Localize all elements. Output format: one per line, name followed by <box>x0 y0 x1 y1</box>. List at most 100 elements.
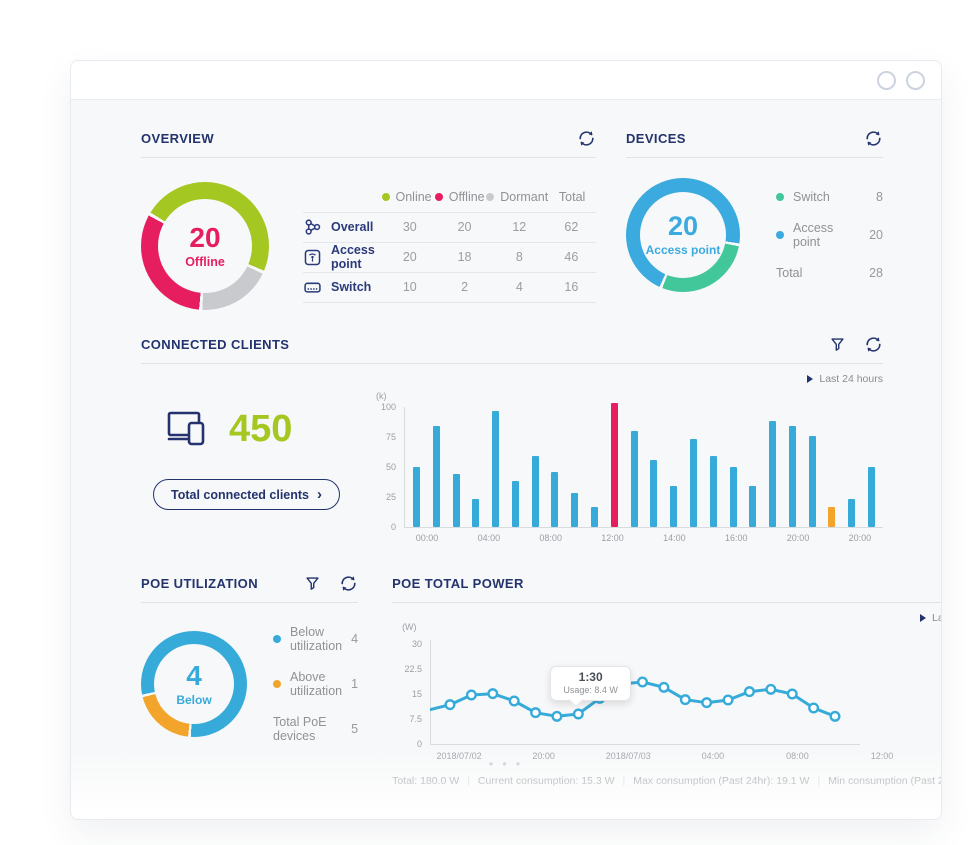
column-header-total: Total <box>548 190 596 204</box>
line-chart-unit: (W) <box>402 622 417 632</box>
window-control-icon[interactable] <box>877 70 896 90</box>
table-value-cell: 20 <box>457 220 472 234</box>
data-point-marker[interactable] <box>786 688 798 700</box>
window-control-icon[interactable] <box>906 70 925 90</box>
period-selector[interactable]: Last 24 hours <box>392 612 941 624</box>
data-point-marker[interactable] <box>829 710 841 722</box>
legend-item: Above utilization 1 <box>273 670 358 698</box>
refresh-icon[interactable] <box>338 573 358 593</box>
connected-clients-summary: 450 Total connected clients › <box>141 391 366 543</box>
legend-item: Below utilization 4 <box>273 625 358 653</box>
client-devices-icon <box>165 409 213 449</box>
x-axis-tick: 00:00 <box>415 533 439 543</box>
switch-icon <box>303 278 322 297</box>
data-point-marker[interactable] <box>465 689 477 701</box>
refresh-icon[interactable] <box>576 128 596 148</box>
bar <box>670 486 678 527</box>
bar <box>551 471 559 527</box>
column-header-label: Online <box>395 189 432 204</box>
power-stat: Max consumption (Past 24hr): 19.1 W <box>633 775 810 787</box>
bar <box>452 474 460 527</box>
x-axis-tick: 2018/07/02 <box>436 751 482 761</box>
x-axis-tick: 12:00 <box>601 533 624 543</box>
x-axis-tick: 08:00 <box>539 533 562 543</box>
refresh-icon[interactable] <box>863 128 883 148</box>
filter-icon[interactable] <box>302 573 322 593</box>
row-label-cell: Switch <box>303 278 382 297</box>
total-connected-clients-label: Total connected clients <box>171 487 309 502</box>
period-label: Last 24 hours <box>932 612 941 624</box>
x-axis-tick: 20:00 <box>786 533 810 543</box>
table-value-cell: 2 <box>461 280 469 294</box>
column-header-dormant: Dormant <box>486 190 548 204</box>
legend-item: Total 28 <box>776 266 883 280</box>
data-point-marker[interactable] <box>487 688 499 700</box>
table-value-cell: 8 <box>515 250 523 264</box>
y-axis-tick: 30 <box>412 639 423 649</box>
filter-icon[interactable] <box>827 334 847 354</box>
column-header-label: Offline <box>448 189 485 204</box>
poe-total-power-line-chart: (W) 30 22.5 15 7.5 0 1:30 Usage: 8.4 W 2018/0… <box>392 622 941 761</box>
chevron-right-icon: › <box>317 486 322 503</box>
data-point-marker[interactable] <box>508 695 520 707</box>
bar <box>867 467 875 527</box>
bar <box>630 431 638 527</box>
devices-donut-label: Access point <box>645 243 721 257</box>
data-point-marker[interactable] <box>530 707 542 719</box>
data-point-marker[interactable] <box>765 683 777 695</box>
bar <box>769 421 777 527</box>
x-axis-tick: 04:00 <box>477 533 501 543</box>
devices-legend: Switch 8 Access point 20 Total 28 <box>776 190 883 280</box>
data-point-marker[interactable] <box>722 694 734 706</box>
overview-donut-label: Offline <box>185 254 225 269</box>
x-axis-tick: 20:00 <box>532 751 555 761</box>
table-row: Access point 20 18 8 46 <box>303 243 596 273</box>
total-connected-clients-button[interactable]: Total connected clients › <box>153 479 340 510</box>
power-stat: Current consumption: 15.3 W <box>477 775 615 787</box>
stat-separator: | <box>817 775 821 787</box>
dashboard-content: OVERVIEW 20 Offline <box>71 100 941 793</box>
poe-utilization-donut-chart: 4 Below <box>141 631 247 737</box>
overall-icon <box>303 218 322 237</box>
overview-table-header: Online Offline Dormant Total <box>303 190 596 213</box>
data-point-marker[interactable] <box>808 702 820 714</box>
data-point-marker[interactable] <box>658 681 670 693</box>
data-point-marker[interactable] <box>637 676 649 688</box>
legend-dot-icon <box>434 192 443 201</box>
y-axis-tick: 50 <box>385 462 396 472</box>
x-axis-tick: 20:00 <box>848 533 872 543</box>
bar <box>571 493 579 527</box>
data-point-marker[interactable] <box>701 697 713 709</box>
panel-overview: OVERVIEW 20 Offline <box>141 114 596 310</box>
data-point-marker[interactable] <box>744 686 756 698</box>
caret-icon <box>920 614 927 622</box>
legend-dot-icon <box>776 193 784 201</box>
legend-label: Access point <box>793 221 834 249</box>
legend-dot-icon <box>486 192 495 201</box>
bar <box>689 439 697 527</box>
poe-power-stats: Total: 180.0 W | Current consumption: 15.3… <box>392 775 941 787</box>
bar-chart-unit: (k) <box>376 391 387 401</box>
filter-icon[interactable] <box>940 573 941 593</box>
more-indicator[interactable]: • • • <box>488 757 524 771</box>
overview-donut-chart: 20 Offline <box>141 182 269 310</box>
table-value-cell: 20 <box>402 250 417 264</box>
bar <box>749 486 757 527</box>
data-point-marker[interactable] <box>679 694 691 706</box>
data-point-marker[interactable] <box>444 699 456 711</box>
stat-separator: | <box>622 775 626 787</box>
devices-donut-value: 20 <box>667 211 699 241</box>
overview-status-table: Online Offline Dormant Total Overall 30 20 12 62… <box>303 190 596 303</box>
bar <box>511 481 519 527</box>
legend-dot-icon <box>273 680 281 688</box>
refresh-icon[interactable] <box>863 334 883 354</box>
column-header-online: Online <box>380 190 433 204</box>
chart-tooltip: 1:30 Usage: 8.4 W <box>550 666 631 701</box>
x-axis-tick: 08:00 <box>786 751 809 761</box>
table-value-cell: 12 <box>512 220 527 234</box>
data-point-marker[interactable] <box>572 708 584 720</box>
data-point-marker[interactable] <box>551 710 563 722</box>
bar <box>729 467 737 527</box>
period-selector[interactable]: Last 24 hours <box>141 373 883 385</box>
bar <box>591 506 599 527</box>
